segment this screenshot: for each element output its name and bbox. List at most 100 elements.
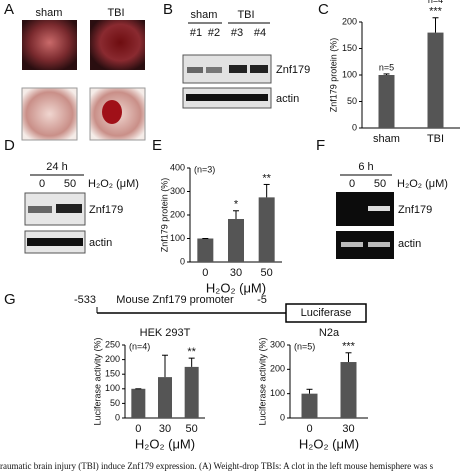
y-tick-label: 100 (105, 383, 120, 393)
band-label: Znf179 (89, 204, 123, 216)
y-tick-label: 400 (170, 162, 185, 172)
x-tick-label: 0 (306, 423, 312, 435)
blot-band (186, 94, 268, 101)
x-tick-label: 30 (159, 423, 171, 435)
gel-band (368, 242, 390, 247)
panel-label: E (152, 137, 162, 154)
n-label: (n=4) (129, 341, 150, 351)
gel-band (368, 206, 390, 211)
y-tick-label: 0 (352, 122, 357, 132)
bar (301, 393, 318, 418)
band-label: actin (276, 93, 299, 105)
blot-band (250, 65, 268, 73)
significance-label: ** (262, 172, 271, 184)
significance-label: *** (429, 6, 443, 18)
n-label: (n=5) (294, 341, 315, 351)
photo (21, 87, 78, 141)
x-axis-label: H₂O₂ (μM) (206, 280, 266, 295)
caption: raumatic brain injury (TBI) induce Znf17… (0, 461, 434, 471)
x-axis-label: H₂O₂ (μM) (135, 436, 195, 451)
band-label: actin (398, 238, 421, 250)
bar (228, 218, 244, 262)
photo-detail (102, 100, 122, 124)
treatment-label: H₂O₂ (μM) (88, 178, 139, 190)
group-label: sham (191, 9, 218, 21)
dose-label: 50 (374, 178, 386, 190)
significance-label: *** (342, 341, 356, 353)
bar (197, 238, 214, 262)
position-label: -533 (74, 294, 96, 306)
panel-label: A (4, 1, 14, 18)
y-axis-label: Znf179 protein (%) (328, 38, 338, 113)
blot-band (27, 238, 83, 246)
y-tick-label: 50 (110, 398, 120, 408)
band-label: Znf179 (276, 64, 310, 76)
lane-label: #3 (231, 27, 243, 39)
significance-label: * (234, 199, 239, 211)
time-label: 6 h (358, 161, 373, 173)
blot-band (28, 206, 52, 213)
n-label: n=4 (428, 0, 443, 5)
x-tick-label: 0 (202, 267, 208, 279)
treatment-label: H₂O₂ (μM) (397, 178, 448, 190)
y-axis-label: Luciferase activity (%) (257, 337, 267, 425)
y-axis-label: Znf179 protein (%) (159, 178, 169, 253)
dose-label: 0 (349, 178, 355, 190)
chart-title: N2a (319, 327, 340, 339)
y-tick-label: 300 (270, 339, 285, 349)
bar (340, 362, 357, 418)
panel-label: G (4, 291, 16, 308)
photo (90, 20, 145, 70)
y-tick-label: 0 (115, 412, 120, 422)
bar (184, 366, 199, 418)
x-axis-label: H₂O₂ (μM) (299, 436, 359, 451)
band-label: actin (89, 237, 112, 249)
y-tick-label: 200 (170, 209, 185, 219)
x-tick-label: 30 (230, 267, 242, 279)
x-tick-label: sham (373, 133, 400, 145)
promoter-label: Mouse Znf179 promoter (116, 294, 234, 306)
reporter-label: Luciferase (301, 307, 352, 319)
blot-band (206, 67, 222, 73)
y-tick-label: 100 (342, 69, 357, 79)
lane-label: #2 (208, 27, 220, 39)
bar (378, 75, 395, 128)
group-label: TBI (237, 9, 254, 21)
bar (131, 388, 146, 418)
x-tick-label: 0 (135, 423, 141, 435)
y-tick-label: 200 (342, 16, 357, 26)
time-label: 24 h (46, 161, 67, 173)
gel-band (341, 242, 363, 247)
x-tick-label: 30 (342, 423, 354, 435)
y-tick-label: 250 (105, 339, 120, 349)
dose-label: 50 (64, 178, 76, 190)
y-tick-label: 0 (180, 256, 185, 266)
reporter-box (285, 303, 367, 323)
y-tick-label: 100 (270, 388, 285, 398)
x-tick-label: 50 (186, 423, 198, 435)
blot-band (229, 65, 247, 73)
y-tick-label: 0 (280, 412, 285, 422)
n-label: (n=3) (194, 164, 215, 174)
lane-label: #4 (254, 27, 266, 39)
group-label: sham (36, 7, 63, 19)
blot-band (56, 204, 82, 213)
group-label: TBI (107, 7, 124, 19)
panel-label: F (316, 137, 325, 154)
x-tick-label: 50 (261, 267, 273, 279)
bar (427, 32, 444, 128)
position-label: -5 (257, 294, 267, 306)
panel-label: D (4, 137, 15, 154)
panel-label: C (318, 1, 329, 18)
n-label: n=5 (379, 62, 394, 72)
significance-label: ** (187, 346, 196, 358)
y-tick-label: 200 (105, 354, 120, 364)
dose-label: 0 (39, 178, 45, 190)
y-axis-label: Luciferase activity (%) (92, 337, 102, 425)
chart-title: HEK 293T (140, 327, 191, 339)
lane-label: #1 (190, 27, 202, 39)
y-tick-label: 300 (170, 186, 185, 196)
bar (158, 377, 172, 418)
y-tick-label: 100 (170, 233, 185, 243)
